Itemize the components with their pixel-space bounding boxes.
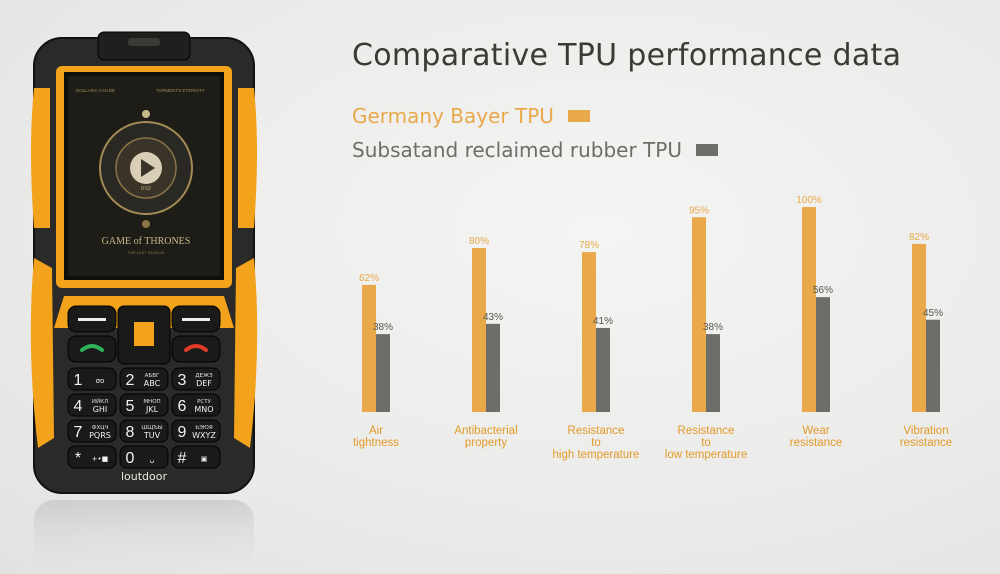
svg-text:DEF: DEF [196, 379, 212, 388]
screen-subtitle: THE LAST SEASON [128, 250, 165, 255]
data-label-bayer-0: 62% [359, 273, 379, 284]
svg-text:MNO: MNO [194, 405, 213, 414]
category-label-5: Vibration resistance [900, 425, 952, 449]
screen-play-label: 0:52 [141, 186, 151, 192]
legend-swatch-reclaimed [695, 144, 718, 156]
data-label-bayer-5: 82% [909, 232, 929, 243]
screen-top-left: DOLLARS CAN BE [76, 88, 115, 93]
key-0: 0 ␣ [119, 445, 169, 469]
svg-text:1: 1 [74, 372, 83, 389]
svg-text:␣: ␣ [150, 455, 154, 463]
svg-text:PQRS: PQRS [89, 431, 111, 440]
data-label-reclaimed-1: 43% [483, 312, 503, 323]
data-label-reclaimed-5: 45% [923, 308, 943, 319]
svg-text:σο: σο [96, 377, 105, 385]
bar-reclaimed-5 [926, 319, 940, 412]
svg-text:JKL: JKL [145, 405, 159, 414]
legend-swatch-bayer [567, 110, 590, 122]
svg-text:7: 7 [74, 424, 83, 441]
svg-text:ШЩЪЫ: ШЩЪЫ [141, 425, 162, 431]
brand-logo: loutdoor [121, 470, 168, 483]
svg-text:ABC: ABC [144, 379, 161, 388]
svg-text:9: 9 [178, 424, 187, 441]
svg-text:6: 6 [178, 398, 187, 415]
category-label-3: Resistance to low temperature [665, 425, 747, 461]
svg-text:2: 2 [126, 372, 135, 389]
key-star: * +•■ [67, 445, 117, 469]
data-label-bayer-4: 100% [796, 195, 822, 206]
data-label-reclaimed-4: 56% [813, 285, 833, 296]
bar-chart: 62% 38% Air tightness 80% 43% Antibacterial pro… [353, 195, 952, 461]
chart-title: Comparative TPU performance data [352, 38, 902, 73]
category-label-0: Air tightness [353, 425, 399, 449]
svg-text:МНОП: МНОП [143, 399, 160, 405]
legend-item-reclaimed: Subsatand reclaimed rubber TPU [352, 138, 718, 162]
svg-text:АБВГ: АБВГ [145, 373, 160, 379]
bar-bayer-0 [362, 284, 376, 412]
svg-text:4: 4 [74, 398, 83, 415]
screen-title: GAME of THRONES [102, 236, 191, 247]
data-label-bayer-2: 78% [579, 240, 599, 251]
bar-bayer-5 [912, 243, 926, 412]
svg-text:*: * [75, 450, 81, 467]
svg-text:3: 3 [178, 372, 187, 389]
category-label-1: Antibacterial property [454, 425, 517, 449]
category-label-2: Resistance to high temperature [553, 425, 640, 461]
bar-bayer-2 [582, 252, 596, 412]
bar-bayer-1 [472, 248, 486, 412]
legend-item-bayer: Germany Bayer TPU [352, 104, 590, 128]
bar-reclaimed-4 [816, 297, 830, 412]
svg-text:▣: ▣ [201, 455, 208, 463]
bar-reclaimed-2 [596, 327, 610, 412]
data-label-bayer-1: 80% [469, 236, 489, 247]
data-label-bayer-3: 95% [689, 205, 709, 216]
svg-text:ДЕЖЗ: ДЕЖЗ [195, 373, 213, 379]
bar-bayer-3 [692, 217, 706, 412]
data-label-reclaimed-2: 41% [593, 316, 613, 327]
data-label-reclaimed-3: 38% [703, 322, 723, 333]
svg-text:РСТУ: РСТУ [197, 399, 212, 405]
svg-text:WXYZ: WXYZ [192, 431, 216, 440]
bar-reclaimed-3 [706, 334, 720, 412]
data-label-reclaimed-0: 38% [373, 322, 393, 333]
phone-illustration: GAME of THRONES THE LAST SEASON DOLLARS … [30, 31, 258, 494]
phone-reflection [34, 500, 254, 574]
key-hash: # ▣ [171, 445, 221, 469]
bar-bayer-4 [802, 207, 816, 412]
svg-text:#: # [178, 450, 187, 467]
screen-top-right: TORMENTS ETERNITY [156, 88, 205, 93]
svg-text:ЬЭЮЯ: ЬЭЮЯ [195, 425, 213, 431]
svg-text:ФХЦЧ: ФХЦЧ [92, 425, 109, 431]
svg-text:0: 0 [126, 450, 135, 467]
svg-text:ИЙКЛ: ИЙКЛ [92, 398, 108, 405]
svg-text:TUV: TUV [143, 431, 161, 440]
svg-text:+•■: +•■ [92, 455, 109, 463]
category-label-4: Wear resistance [790, 425, 842, 449]
bar-reclaimed-1 [486, 323, 500, 412]
svg-text:GHI: GHI [93, 405, 108, 414]
bar-reclaimed-0 [376, 334, 390, 412]
legend-label-reclaimed: Subsatand reclaimed rubber TPU [352, 138, 682, 162]
svg-text:5: 5 [126, 398, 135, 415]
legend-label-bayer: Germany Bayer TPU [352, 104, 554, 128]
svg-text:8: 8 [126, 424, 135, 441]
key-1: 1 σο [67, 367, 117, 391]
